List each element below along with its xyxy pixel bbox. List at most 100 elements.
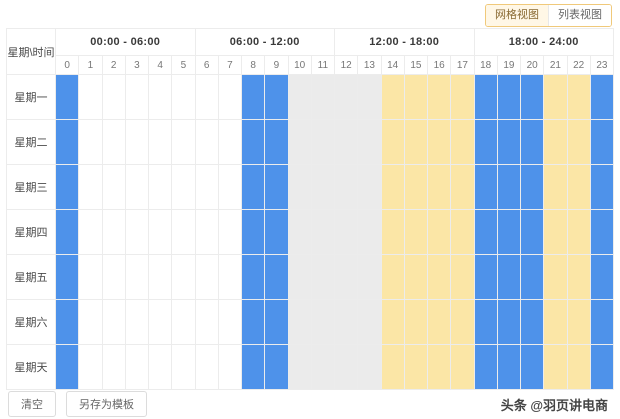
schedule-cell[interactable] xyxy=(589,164,615,210)
schedule-cell[interactable] xyxy=(543,119,568,165)
schedule-cell[interactable] xyxy=(287,74,312,120)
schedule-cell[interactable] xyxy=(54,119,80,165)
schedule-cell[interactable] xyxy=(543,254,568,300)
schedule-cell[interactable] xyxy=(566,164,591,210)
schedule-cell[interactable] xyxy=(380,254,405,300)
schedule-cell[interactable] xyxy=(147,164,173,210)
schedule-cell[interactable] xyxy=(543,344,568,390)
schedule-cell[interactable] xyxy=(403,344,429,390)
schedule-cell[interactable] xyxy=(333,299,359,345)
schedule-cell[interactable] xyxy=(589,209,615,255)
schedule-cell[interactable] xyxy=(310,209,336,255)
schedule-cell[interactable] xyxy=(357,254,382,300)
schedule-cell[interactable] xyxy=(194,344,219,390)
schedule-cell[interactable] xyxy=(147,344,173,390)
schedule-cell[interactable] xyxy=(589,299,615,345)
schedule-cell[interactable] xyxy=(566,209,591,255)
schedule-cell[interactable] xyxy=(380,74,405,120)
schedule-cell[interactable] xyxy=(194,74,219,120)
schedule-cell[interactable] xyxy=(473,299,498,345)
schedule-cell[interactable] xyxy=(496,74,522,120)
schedule-cell[interactable] xyxy=(287,299,312,345)
schedule-cell[interactable] xyxy=(473,164,498,210)
schedule-cell[interactable] xyxy=(310,119,336,165)
schedule-cell[interactable] xyxy=(240,254,266,300)
schedule-cell[interactable] xyxy=(194,119,219,165)
schedule-cell[interactable] xyxy=(264,209,289,255)
schedule-cell[interactable] xyxy=(287,254,312,300)
schedule-cell[interactable] xyxy=(333,254,359,300)
schedule-cell[interactable] xyxy=(333,344,359,390)
schedule-cell[interactable] xyxy=(54,164,80,210)
schedule-cell[interactable] xyxy=(240,164,266,210)
schedule-cell[interactable] xyxy=(357,164,382,210)
schedule-cell[interactable] xyxy=(287,344,312,390)
schedule-cell[interactable] xyxy=(519,344,545,390)
schedule-cell[interactable] xyxy=(403,299,429,345)
schedule-cell[interactable] xyxy=(519,254,545,300)
schedule-cell[interactable] xyxy=(543,299,568,345)
schedule-cell[interactable] xyxy=(496,299,522,345)
schedule-cell[interactable] xyxy=(171,299,196,345)
schedule-cell[interactable] xyxy=(357,74,382,120)
schedule-cell[interactable] xyxy=(217,119,243,165)
schedule-cell[interactable] xyxy=(217,74,243,120)
schedule-cell[interactable] xyxy=(496,164,522,210)
schedule-cell[interactable] xyxy=(589,74,615,120)
schedule-cell[interactable] xyxy=(264,119,289,165)
schedule-cell[interactable] xyxy=(124,344,150,390)
schedule-cell[interactable] xyxy=(403,119,429,165)
schedule-cell[interactable] xyxy=(217,209,243,255)
schedule-cell[interactable] xyxy=(357,209,382,255)
schedule-cell[interactable] xyxy=(147,209,173,255)
schedule-cell[interactable] xyxy=(496,209,522,255)
clear-button[interactable]: 清空 xyxy=(8,391,56,417)
schedule-cell[interactable] xyxy=(333,209,359,255)
schedule-cell[interactable] xyxy=(217,164,243,210)
schedule-cell[interactable] xyxy=(171,74,196,120)
schedule-cell[interactable] xyxy=(357,119,382,165)
schedule-cell[interactable] xyxy=(78,119,103,165)
schedule-cell[interactable] xyxy=(124,254,150,300)
schedule-cell[interactable] xyxy=(264,299,289,345)
schedule-cell[interactable] xyxy=(217,254,243,300)
schedule-cell[interactable] xyxy=(240,119,266,165)
schedule-cell[interactable] xyxy=(403,209,429,255)
schedule-cell[interactable] xyxy=(496,344,522,390)
schedule-cell[interactable] xyxy=(543,164,568,210)
schedule-cell[interactable] xyxy=(101,344,126,390)
schedule-cell[interactable] xyxy=(450,74,475,120)
schedule-cell[interactable] xyxy=(147,299,173,345)
schedule-cell[interactable] xyxy=(333,119,359,165)
schedule-cell[interactable] xyxy=(519,299,545,345)
schedule-cell[interactable] xyxy=(240,209,266,255)
schedule-cell[interactable] xyxy=(543,74,568,120)
schedule-cell[interactable] xyxy=(264,254,289,300)
schedule-cell[interactable] xyxy=(101,164,126,210)
schedule-cell[interactable] xyxy=(101,254,126,300)
schedule-cell[interactable] xyxy=(217,344,243,390)
schedule-cell[interactable] xyxy=(426,209,452,255)
schedule-cell[interactable] xyxy=(380,209,405,255)
schedule-cell[interactable] xyxy=(589,119,615,165)
schedule-cell[interactable] xyxy=(54,254,80,300)
schedule-cell[interactable] xyxy=(287,119,312,165)
schedule-cell[interactable] xyxy=(566,344,591,390)
schedule-cell[interactable] xyxy=(54,209,80,255)
schedule-cell[interactable] xyxy=(78,164,103,210)
schedule-cell[interactable] xyxy=(101,209,126,255)
schedule-cell[interactable] xyxy=(171,344,196,390)
schedule-table-body[interactable]: 星期一 星期二 星期三 星期四 星期五 星期六 星期天 xyxy=(6,74,615,390)
schedule-cell[interactable] xyxy=(426,119,452,165)
schedule-cell[interactable] xyxy=(124,119,150,165)
schedule-cell[interactable] xyxy=(519,74,545,120)
schedule-cell[interactable] xyxy=(519,119,545,165)
schedule-cell[interactable] xyxy=(357,344,382,390)
schedule-cell[interactable] xyxy=(566,299,591,345)
schedule-cell[interactable] xyxy=(147,119,173,165)
schedule-grid-table[interactable]: 星期\时间 00:00 - 06:00 06:00 - 12:00 12:00 … xyxy=(6,28,615,390)
schedule-cell[interactable] xyxy=(54,299,80,345)
schedule-cell[interactable] xyxy=(78,209,103,255)
save-as-template-button[interactable]: 另存为模板 xyxy=(66,391,147,417)
schedule-cell[interactable] xyxy=(496,119,522,165)
